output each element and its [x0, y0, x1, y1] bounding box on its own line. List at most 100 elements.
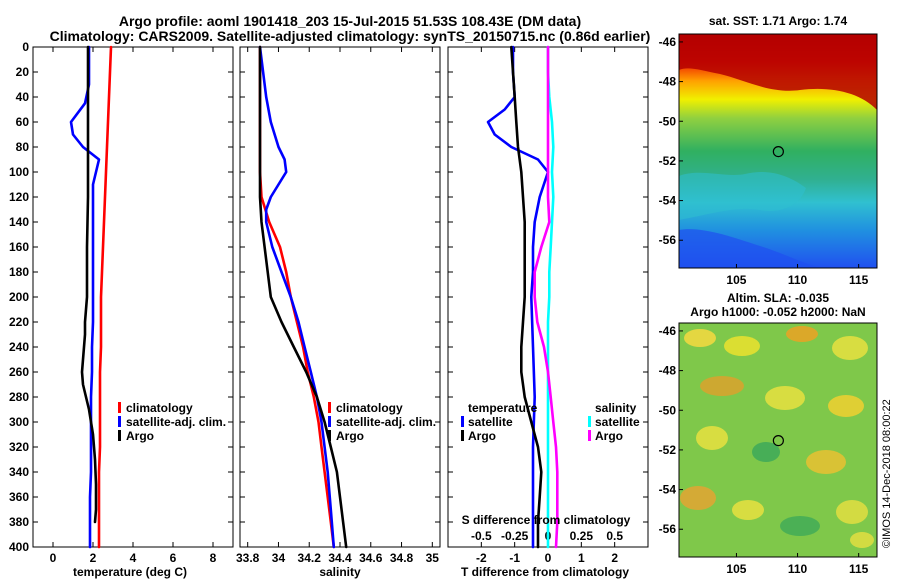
y-tick-label: 60 [16, 115, 30, 129]
temperature-xlabel: temperature (deg C) [73, 565, 187, 579]
temperature-legend: climatology satellite-adj. clim. Argo [118, 401, 226, 443]
legend-swatch-climatology [328, 402, 331, 413]
sla-map-title: Altim. SLA: -0.035 [727, 291, 829, 305]
sst-map-ticks: 105 110 115 -46 -48 -50 -52 -54 -56 [659, 35, 869, 287]
legend-label-s-satellite: satellite [595, 415, 640, 429]
sst-profile-marker [772, 145, 784, 158]
sst-map-frame [678, 33, 878, 269]
x-tick-label: 34.6 [359, 551, 383, 565]
map-y-tick-label: -52 [659, 443, 677, 457]
series-line-satellite-adj-clim- [69, 45, 101, 549]
sla-anomaly-high [850, 532, 874, 548]
y-tick-label: 240 [9, 340, 29, 354]
y-tick-label: 360 [9, 490, 29, 504]
map-y-tick-label: -56 [659, 522, 677, 536]
y-tick-label: 220 [9, 315, 29, 329]
y-tick-label: 300 [9, 415, 29, 429]
credit-text: ©IMOS 14-Dec-2018 08:00:22 [881, 399, 893, 548]
map-y-tick-label: -46 [659, 324, 677, 338]
map-x-tick-label: 115 [849, 273, 869, 287]
map-x-tick-label: 115 [849, 562, 869, 576]
map-y-tick-label: -46 [659, 35, 677, 49]
y-tick-label: 120 [9, 190, 29, 204]
sst-map-title: sat. SST: 1.71 Argo: 1.74 [709, 14, 848, 28]
legend-swatch-t-satellite [461, 416, 464, 427]
sla-anomaly-high [684, 329, 716, 347]
x-tick-label: 6 [170, 551, 177, 565]
sst-cool-region [679, 171, 806, 220]
sla-anomaly-high [786, 326, 818, 342]
sla-anomaly-high [696, 426, 728, 450]
title-line-1: Argo profile: aoml 1901418_203 15-Jul-20… [119, 13, 581, 29]
map-y-tick-label: -48 [659, 75, 677, 89]
legend-label-climatology: climatology [126, 401, 193, 415]
y-tick-label: 40 [16, 90, 30, 104]
y-tick-label: 140 [9, 215, 29, 229]
sla-anomaly-low [780, 516, 820, 536]
x-tick-label: 33.8 [236, 551, 260, 565]
sla-anomaly-high [765, 386, 805, 410]
legend-swatch-argo [118, 430, 121, 441]
y-tick-label: 80 [16, 140, 30, 154]
salinity-xlabel: salinity [319, 565, 361, 579]
map-y-tick-label: -48 [659, 364, 677, 378]
legend-label-satellite: satellite-adj. clim. [336, 415, 436, 429]
legend-label-satellite: satellite-adj. clim. [126, 415, 226, 429]
sla-anomaly-high [724, 336, 760, 356]
y-tick-label: 400 [9, 540, 29, 554]
temperature-panel: 0204060801001201401601802002202402602803… [9, 40, 234, 565]
top-x-tick-label: -0.5 [471, 529, 492, 543]
legend-swatch-climatology [118, 402, 121, 413]
top-x-tick-label: 0.5 [606, 529, 623, 543]
sla-anomaly-high [828, 395, 864, 417]
difference-legend-salinity: salinity satellite Argo [588, 401, 640, 443]
map-y-tick-label: -50 [659, 403, 677, 417]
y-tick-label: 320 [9, 440, 29, 454]
y-tick-label: 340 [9, 465, 29, 479]
x-tick-label: 4 [130, 551, 137, 565]
series-line-argo [80, 45, 98, 524]
x-tick-label: 34.4 [328, 551, 352, 565]
y-tick-label: 20 [16, 65, 30, 79]
salinity-legend: climatology satellite-adj. clim. Argo [328, 401, 436, 443]
x-tick-label: 34.8 [390, 551, 414, 565]
map-y-tick-label: -54 [659, 194, 677, 208]
legend-label-t-argo: Argo [468, 429, 496, 443]
difference-xlabel: T difference from climatology [461, 565, 629, 579]
temperature-axes [32, 46, 234, 548]
sla-map-frame [678, 322, 878, 558]
map-y-tick-label: -50 [659, 114, 677, 128]
x-tick-label: 34.2 [298, 551, 322, 565]
legend-swatch-satellite [118, 416, 121, 427]
series-line-temperature-satellite [486, 45, 550, 549]
series-line-argo [258, 45, 348, 549]
series-line-satellite-adj-clim- [258, 45, 336, 549]
sla-map-panel: Altim. SLA: -0.035 Argo h1000: -0.052 h2… [659, 291, 878, 576]
sla-anomaly-high [700, 376, 744, 396]
map-y-tick-label: -54 [659, 483, 677, 497]
difference-panel: -2 -1 0 1 2-0.5 -0.25 0 0.25 0.5 [447, 45, 649, 565]
salinity-panel: 33.8 34 34.2 34.4 34.6 34.8 35 [236, 45, 441, 565]
series-line-salinity-argo [533, 45, 559, 549]
sla-profile-marker [772, 434, 784, 447]
x-tick-label: 8 [210, 551, 217, 565]
x-tick-label: -2 [476, 551, 487, 565]
series-line-salinity-satellite [546, 45, 555, 549]
top-x-tick-label: -0.25 [501, 529, 529, 543]
y-tick-label: 180 [9, 265, 29, 279]
sst-warm-region [679, 34, 877, 110]
difference-legend-temperature: temperature satellite Argo [461, 401, 538, 443]
map-x-tick-label: 110 [788, 562, 808, 576]
sla-anomaly-high [732, 500, 764, 520]
legend-title-temperature: temperature [468, 401, 538, 415]
sla-map-ticks: 105 110 115 -46 -48 -50 -52 -54 -56 [659, 324, 869, 576]
x-tick-label: 2 [90, 551, 97, 565]
map-x-tick-label: 105 [726, 273, 746, 287]
x-tick-label: 0 [50, 551, 57, 565]
y-tick-label: 200 [9, 290, 29, 304]
x-tick-label: 2 [611, 551, 618, 565]
sla-map-subtitle: Argo h1000: -0.052 h2000: NaN [690, 305, 865, 319]
legend-label-argo: Argo [126, 429, 154, 443]
sla-anomaly-high [832, 336, 868, 360]
